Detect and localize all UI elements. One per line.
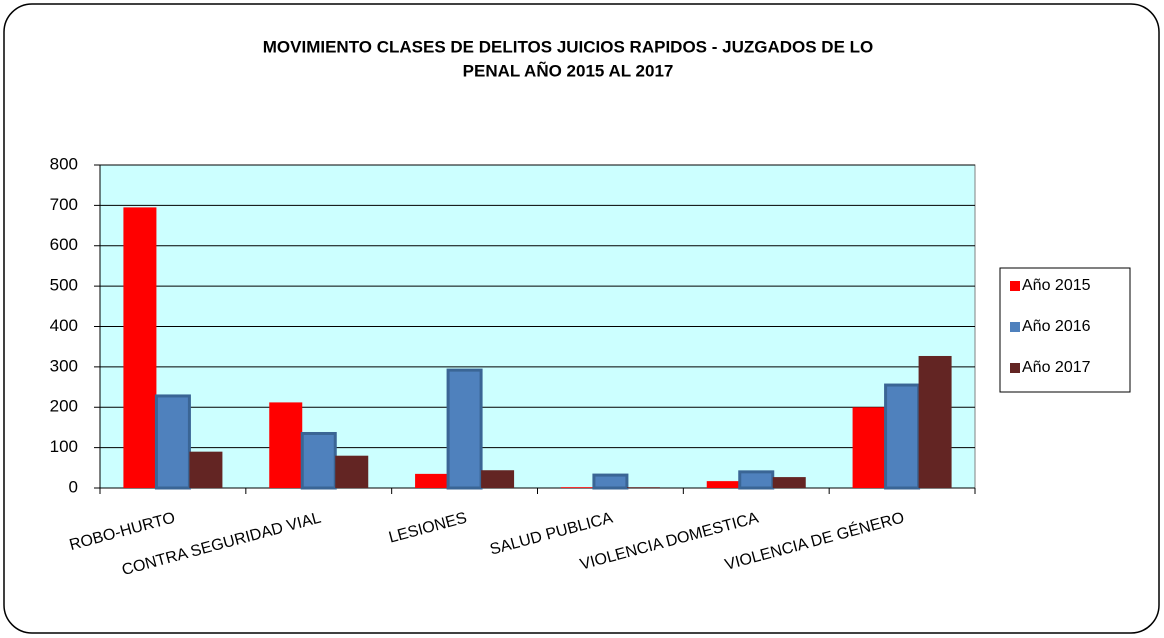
bar xyxy=(446,368,483,490)
y-tick-label: 0 xyxy=(69,477,78,496)
bar xyxy=(626,487,660,488)
legend-box xyxy=(999,267,1131,393)
bar xyxy=(852,407,886,488)
bar xyxy=(738,470,775,490)
bar xyxy=(560,487,594,488)
bar xyxy=(481,470,515,488)
bar xyxy=(884,383,921,490)
bar xyxy=(300,431,337,490)
chart-title: PENAL AÑO 2015 AL 2017 xyxy=(463,60,674,80)
y-tick-label: 200 xyxy=(50,397,78,416)
y-tick-label: 400 xyxy=(50,316,78,335)
y-tick-label: 800 xyxy=(50,154,78,173)
legend-label: Año 2017 xyxy=(1022,359,1091,376)
y-tick-label: 500 xyxy=(50,276,78,295)
y-tick-label: 300 xyxy=(50,356,78,375)
bar xyxy=(415,473,449,488)
bar xyxy=(335,455,369,488)
bar xyxy=(269,402,303,488)
y-tick-label: 700 xyxy=(50,195,78,214)
bar xyxy=(918,355,952,488)
chart-title: MOVIMIENTO CLASES DE DELITOS JUICIOS RAP… xyxy=(263,37,874,56)
bar xyxy=(772,477,806,488)
y-tick-label: 600 xyxy=(50,235,78,254)
legend-swatch xyxy=(1010,322,1020,332)
legend-label: Año 2016 xyxy=(1022,318,1091,335)
bar xyxy=(123,207,157,489)
legend-swatch xyxy=(1010,363,1020,373)
bar xyxy=(189,451,223,488)
legend-label: Año 2015 xyxy=(1022,277,1091,294)
bar xyxy=(154,394,191,490)
y-tick-label: 100 xyxy=(50,437,78,456)
legend-swatch xyxy=(1010,281,1020,291)
bar xyxy=(592,473,629,490)
bar xyxy=(706,481,740,488)
